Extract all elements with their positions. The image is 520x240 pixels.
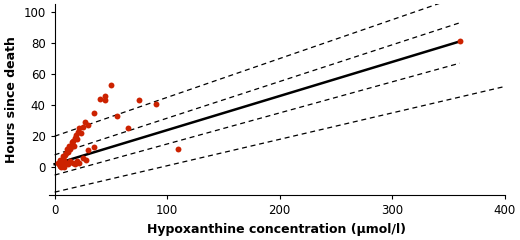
Point [63,147,71,150]
Point [76,131,85,135]
Y-axis label: Hours since death: Hours since death [5,36,18,163]
Point [59,165,68,169]
Point [56,164,64,168]
Point [101,94,109,98]
Point [90,145,98,149]
Point [54,161,62,165]
Point [101,99,109,102]
Point [152,102,160,106]
Point [58,164,67,168]
Point [64,162,72,166]
Point [72,133,80,137]
Point [57,165,66,169]
Point [59,158,68,162]
Point [75,161,84,165]
Point [107,83,115,87]
Point [71,136,79,140]
Point [65,144,73,147]
Point [71,162,79,166]
Point [70,144,78,147]
Point [79,156,87,160]
Point [62,161,70,165]
Point [62,151,70,155]
Point [56,158,64,162]
Point [90,111,98,115]
Point [64,150,72,154]
Point [96,97,104,101]
Point [55,162,63,166]
Point [68,140,76,144]
Point [73,138,81,141]
Point [112,114,121,118]
Point [456,40,464,43]
X-axis label: Hypoxanthine concentration (μmol/l): Hypoxanthine concentration (μmol/l) [147,223,406,236]
Point [174,147,183,150]
Point [84,123,93,127]
Point [79,125,87,129]
Point [58,155,67,158]
Point [69,139,77,143]
Point [74,130,83,133]
Point [73,159,81,163]
Point [69,161,77,165]
Point [61,153,69,157]
Point [61,162,69,166]
Point [75,126,84,130]
Point [66,159,74,163]
Point [124,126,132,130]
Point [84,148,93,152]
Point [82,158,90,162]
Point [57,159,66,163]
Point [135,99,143,102]
Point [66,147,74,150]
Point [81,120,89,124]
